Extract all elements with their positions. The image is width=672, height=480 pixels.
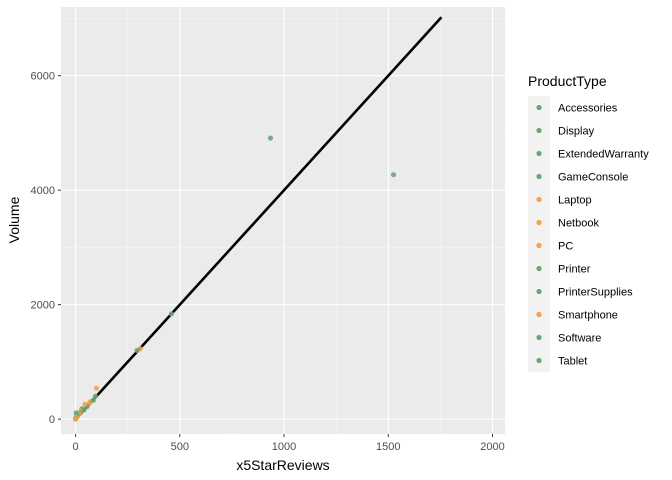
legend-key [536, 150, 542, 157]
x-tick-label: 1500 [376, 441, 400, 453]
panel-background [61, 7, 505, 434]
y-axis-ticks: 0 2000 4000 6000 [31, 71, 61, 426]
legend-label: Accessories [558, 103, 618, 115]
legend-label: GameConsole [558, 172, 628, 184]
legend-key [536, 242, 542, 249]
legend-key [536, 311, 542, 318]
data-point [134, 347, 140, 354]
minor-gridlines [61, 7, 505, 434]
x-tick-label: 0 [73, 441, 79, 453]
legend-key [536, 288, 542, 295]
x-axis-title: x5StarReviews [236, 457, 329, 473]
points-layer [72, 135, 397, 422]
x-tick-label: 2000 [480, 441, 504, 453]
data-point [73, 410, 79, 416]
legend-label: Netbook [558, 218, 599, 230]
legend-key [536, 173, 542, 180]
legend-key [536, 334, 542, 341]
legend-key [536, 265, 542, 272]
data-point [92, 393, 98, 399]
legend-key [536, 104, 542, 111]
legend-label: PC [558, 241, 573, 253]
data-point [390, 172, 397, 178]
legend-label: Tablet [558, 356, 587, 368]
legend-label: Printer [558, 264, 591, 276]
legend: ProductType Accessories Display ExtendedWa… [528, 73, 649, 372]
x-tick-label: 500 [171, 441, 189, 453]
legend-label: PrinterSupplies [558, 287, 633, 299]
legend-key [536, 357, 542, 364]
data-point [168, 311, 175, 317]
y-axis-title: Volume [6, 196, 22, 243]
legend-key [536, 219, 542, 226]
y-tick-label: 0 [49, 414, 55, 426]
y-tick-label: 2000 [31, 300, 55, 312]
legend-title: ProductType [528, 73, 607, 89]
legend-label: Display [558, 126, 595, 138]
legend-label: Laptop [558, 195, 592, 207]
major-gridlines [61, 7, 505, 434]
x-tick-label: 1000 [272, 441, 296, 453]
legend-key-background [528, 96, 550, 372]
legend-label: ExtendedWarranty [558, 149, 649, 161]
data-point [93, 385, 100, 391]
data-point [72, 416, 79, 422]
data-point [81, 407, 87, 413]
data-point [82, 401, 88, 407]
data-point [90, 397, 96, 403]
legend-key [536, 127, 542, 134]
legend-key [536, 196, 542, 203]
y-tick-label: 4000 [31, 185, 55, 197]
x-axis-ticks: 0 500 1000 1500 2000 [73, 434, 505, 453]
legend-label: Smartphone [558, 310, 618, 322]
y-tick-label: 6000 [31, 71, 55, 83]
legend-label: Software [558, 333, 601, 345]
data-point [267, 135, 274, 141]
legend-items: Accessories Display ExtendedWarranty GameCo… [528, 96, 649, 372]
